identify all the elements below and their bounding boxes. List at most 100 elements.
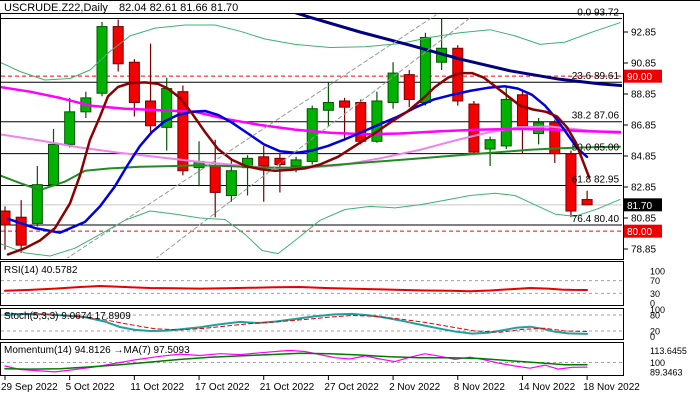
candle-body [500, 98, 512, 147]
price-marker-box: 80.00 [624, 224, 662, 238]
fib-label-38.2: 38.2 87.06 [572, 111, 620, 122]
price-marker-box: 81.70 [624, 198, 662, 212]
stochastic-scale-label: 100 [650, 305, 665, 315]
candle-body [339, 100, 351, 108]
candle-29-Sep [1, 206, 11, 250]
candle-12-Oct [145, 43, 157, 132]
stochastic-scale-label: 20 [650, 326, 660, 336]
momentum-scale-label: 89.3463 [650, 367, 683, 377]
candle-body [581, 199, 593, 206]
date-label: 17 Oct 2022 [195, 382, 250, 393]
candle-30-Sep [15, 200, 27, 253]
date-label: 29 Sep 2022 [1, 382, 58, 393]
candle-body [177, 91, 189, 172]
chart-symbol-period: USCRUDE.Z22,Daily [4, 2, 108, 14]
date-label: 11 Oct 2022 [130, 382, 184, 393]
fib-label-76.4: 76.4 80.40 [572, 214, 620, 225]
stochastic-scale-label: 0 [650, 332, 655, 342]
date-label: 21 Oct 2022 [260, 382, 315, 393]
candle-body [48, 143, 60, 186]
candle-26-Oct [306, 105, 318, 165]
candle-11-Nov [500, 87, 512, 150]
candle-body [468, 103, 480, 153]
candle-body [387, 72, 399, 104]
candle-5-Oct [64, 97, 76, 148]
momentum-ma [4, 352, 588, 370]
momentum-indicator-label: Momentum(14) 94.8126 →MA(7) 97.5093 [4, 345, 190, 356]
price-tick-label: 88.85 [631, 90, 656, 101]
candle-body [64, 111, 76, 145]
candle-body [565, 153, 577, 212]
fib-label-50.0: 50.0 85.00 [572, 143, 620, 154]
chart-title: USCRUDE.Z22,Daily 82.04 82.61 81.66 81.7… [4, 2, 238, 14]
candle-body [258, 156, 270, 167]
candle-body [96, 26, 108, 94]
price-tick-label: 86.85 [631, 121, 656, 132]
rsi-scale-label: 30 [650, 289, 660, 299]
candle-body [145, 100, 157, 127]
date-label: 2 Nov 2022 [389, 382, 441, 393]
ascending-channel-2 [155, 17, 471, 258]
band-upper [1, 22, 621, 81]
stoch-signal [4, 312, 588, 333]
stochastic-scale-label: 80 [650, 310, 660, 320]
candle-body [209, 165, 221, 193]
candle-body [549, 122, 561, 155]
candle-9-Nov [468, 100, 480, 156]
date-label: 18 Nov 2022 [583, 382, 640, 393]
candle-body [1, 210, 11, 226]
candle-body [484, 139, 496, 150]
stoch-main [4, 312, 588, 335]
price-marker-value: 81.70 [627, 201, 652, 212]
candle-24-Oct [274, 153, 286, 193]
ma-blue [6, 85, 589, 234]
price-tick-label: 92.85 [631, 28, 656, 39]
price-marker-bg [624, 69, 662, 83]
price-marker-value: 80.00 [627, 227, 652, 238]
rsi-scale-label: 100 [650, 267, 665, 277]
rsi-line [4, 285, 588, 293]
momentum-line [4, 349, 588, 373]
candle-3-Nov [403, 69, 415, 108]
rsi-scale-label: 70 [650, 276, 660, 286]
ascending-channel-1 [66, 14, 437, 258]
candle-body [322, 102, 334, 111]
candle-17-Nov [565, 150, 577, 218]
price-marker-value: 90.00 [627, 72, 652, 83]
candle-body [516, 94, 528, 127]
stoch-panel [0, 308, 624, 340]
candle-body [225, 170, 237, 197]
rsi-scale-label: 0 [650, 299, 655, 309]
main-plot [1, 14, 622, 258]
candle-body [31, 184, 43, 224]
price-marker-bg [624, 198, 662, 212]
candle-27-Oct [322, 82, 334, 126]
date-label: 5 Oct 2022 [66, 382, 115, 393]
candle-body [290, 159, 302, 167]
candle-body [274, 157, 286, 166]
mom-panel [0, 342, 624, 376]
candle-body [371, 100, 383, 142]
rsi-panel [0, 261, 624, 306]
price-tick-label: 80.85 [631, 214, 656, 225]
rsi-indicator-label: RSI(14) 40.5782 [4, 265, 78, 276]
price-marker-bg [624, 224, 662, 238]
candle-body [403, 74, 415, 100]
price-tick-label: 78.85 [631, 245, 656, 256]
chart-ohlc-values: 82.04 82.61 81.66 81.70 [118, 2, 239, 14]
stochastic-indicator-label: Stoch(5,3,3) 9.0674 17.8909 [4, 311, 131, 322]
candle-3-Oct [31, 166, 43, 227]
date-label: 8 Nov 2022 [454, 382, 506, 393]
candle-21-Oct [258, 145, 270, 202]
candle-body [15, 216, 27, 246]
descending-trendline [294, 14, 622, 87]
price-tick-label: 84.85 [631, 152, 656, 163]
ma-magenta [1, 85, 622, 136]
date-label: 27 Oct 2022 [324, 382, 379, 393]
ma-maroon [6, 71, 591, 256]
